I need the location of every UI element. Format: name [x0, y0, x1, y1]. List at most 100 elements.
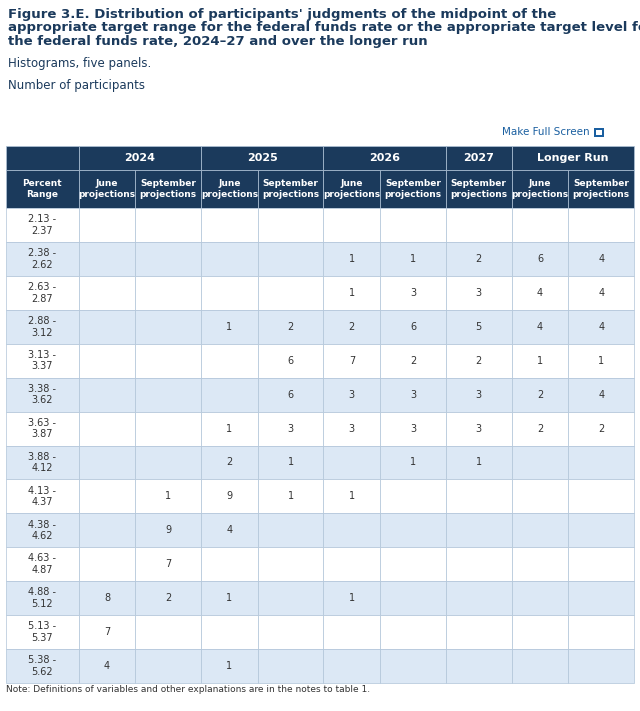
- Text: 9: 9: [165, 525, 172, 535]
- Bar: [201, 343, 258, 378]
- Text: 2026: 2026: [369, 153, 400, 163]
- Bar: [323, 547, 380, 581]
- Bar: [446, 146, 511, 170]
- Text: 3: 3: [476, 288, 482, 298]
- Bar: [6, 310, 79, 343]
- Bar: [201, 310, 258, 343]
- Bar: [258, 412, 323, 446]
- Bar: [568, 276, 634, 310]
- Bar: [79, 310, 135, 343]
- Bar: [380, 581, 446, 615]
- Bar: [323, 581, 380, 615]
- Text: 4.63 -
4.87: 4.63 - 4.87: [28, 553, 56, 575]
- Bar: [568, 513, 634, 547]
- Bar: [201, 208, 258, 242]
- Text: Percent
Range: Percent Range: [22, 179, 62, 198]
- Bar: [568, 615, 634, 649]
- Text: 6: 6: [537, 254, 543, 264]
- Bar: [323, 649, 380, 683]
- Bar: [380, 378, 446, 412]
- Bar: [258, 378, 323, 412]
- Bar: [135, 208, 201, 242]
- Text: 1: 1: [349, 593, 355, 603]
- Bar: [568, 310, 634, 343]
- Bar: [79, 242, 135, 276]
- Bar: [201, 479, 258, 513]
- Bar: [511, 479, 568, 513]
- Text: 2: 2: [349, 322, 355, 332]
- Text: September
projections: September projections: [450, 179, 508, 198]
- Bar: [6, 242, 79, 276]
- Text: September
projections: September projections: [140, 179, 196, 198]
- Bar: [380, 513, 446, 547]
- Bar: [79, 208, 135, 242]
- Bar: [258, 649, 323, 683]
- Bar: [6, 547, 79, 581]
- Bar: [446, 170, 511, 208]
- Bar: [446, 547, 511, 581]
- Bar: [511, 242, 568, 276]
- Bar: [511, 547, 568, 581]
- Text: 1: 1: [165, 491, 172, 501]
- Bar: [568, 242, 634, 276]
- Text: 1: 1: [476, 457, 482, 467]
- Bar: [258, 581, 323, 615]
- Bar: [135, 276, 201, 310]
- Bar: [380, 547, 446, 581]
- Bar: [380, 208, 446, 242]
- Bar: [79, 513, 135, 547]
- Bar: [323, 479, 380, 513]
- Text: 4: 4: [227, 525, 232, 535]
- Bar: [79, 479, 135, 513]
- Text: 1: 1: [349, 288, 355, 298]
- Bar: [6, 649, 79, 683]
- Text: 5.13 -
5.37: 5.13 - 5.37: [28, 621, 56, 643]
- Text: 2: 2: [287, 322, 294, 332]
- Bar: [6, 479, 79, 513]
- Bar: [323, 276, 380, 310]
- Bar: [446, 446, 511, 479]
- Text: 9: 9: [227, 491, 232, 501]
- Bar: [6, 513, 79, 547]
- Text: 1: 1: [227, 593, 232, 603]
- Text: 4: 4: [104, 661, 110, 671]
- Bar: [446, 276, 511, 310]
- Bar: [135, 310, 201, 343]
- Bar: [446, 513, 511, 547]
- Text: 2: 2: [476, 356, 482, 365]
- Bar: [380, 276, 446, 310]
- Bar: [201, 276, 258, 310]
- Bar: [6, 378, 79, 412]
- Bar: [511, 378, 568, 412]
- Bar: [568, 446, 634, 479]
- Bar: [79, 276, 135, 310]
- Bar: [323, 378, 380, 412]
- Bar: [135, 649, 201, 683]
- Bar: [201, 581, 258, 615]
- Bar: [380, 615, 446, 649]
- Text: 1: 1: [287, 457, 294, 467]
- Text: 6: 6: [410, 322, 416, 332]
- Text: Number of participants: Number of participants: [8, 79, 145, 92]
- Text: September
projections: September projections: [385, 179, 442, 198]
- Text: Histograms, five panels.: Histograms, five panels.: [8, 57, 151, 70]
- Bar: [79, 343, 135, 378]
- Bar: [135, 547, 201, 581]
- Text: 3: 3: [476, 390, 482, 400]
- Bar: [380, 170, 446, 208]
- Bar: [568, 343, 634, 378]
- Text: 4.38 -
4.62: 4.38 - 4.62: [28, 520, 56, 541]
- Bar: [323, 412, 380, 446]
- Bar: [511, 581, 568, 615]
- Text: the federal funds rate, 2024–27 and over the longer run: the federal funds rate, 2024–27 and over…: [8, 35, 428, 48]
- Bar: [511, 170, 568, 208]
- Bar: [79, 146, 201, 170]
- Bar: [79, 170, 135, 208]
- Bar: [201, 242, 258, 276]
- Bar: [135, 343, 201, 378]
- Bar: [446, 649, 511, 683]
- Text: 2024: 2024: [124, 153, 156, 163]
- Bar: [201, 649, 258, 683]
- Bar: [446, 378, 511, 412]
- Bar: [258, 615, 323, 649]
